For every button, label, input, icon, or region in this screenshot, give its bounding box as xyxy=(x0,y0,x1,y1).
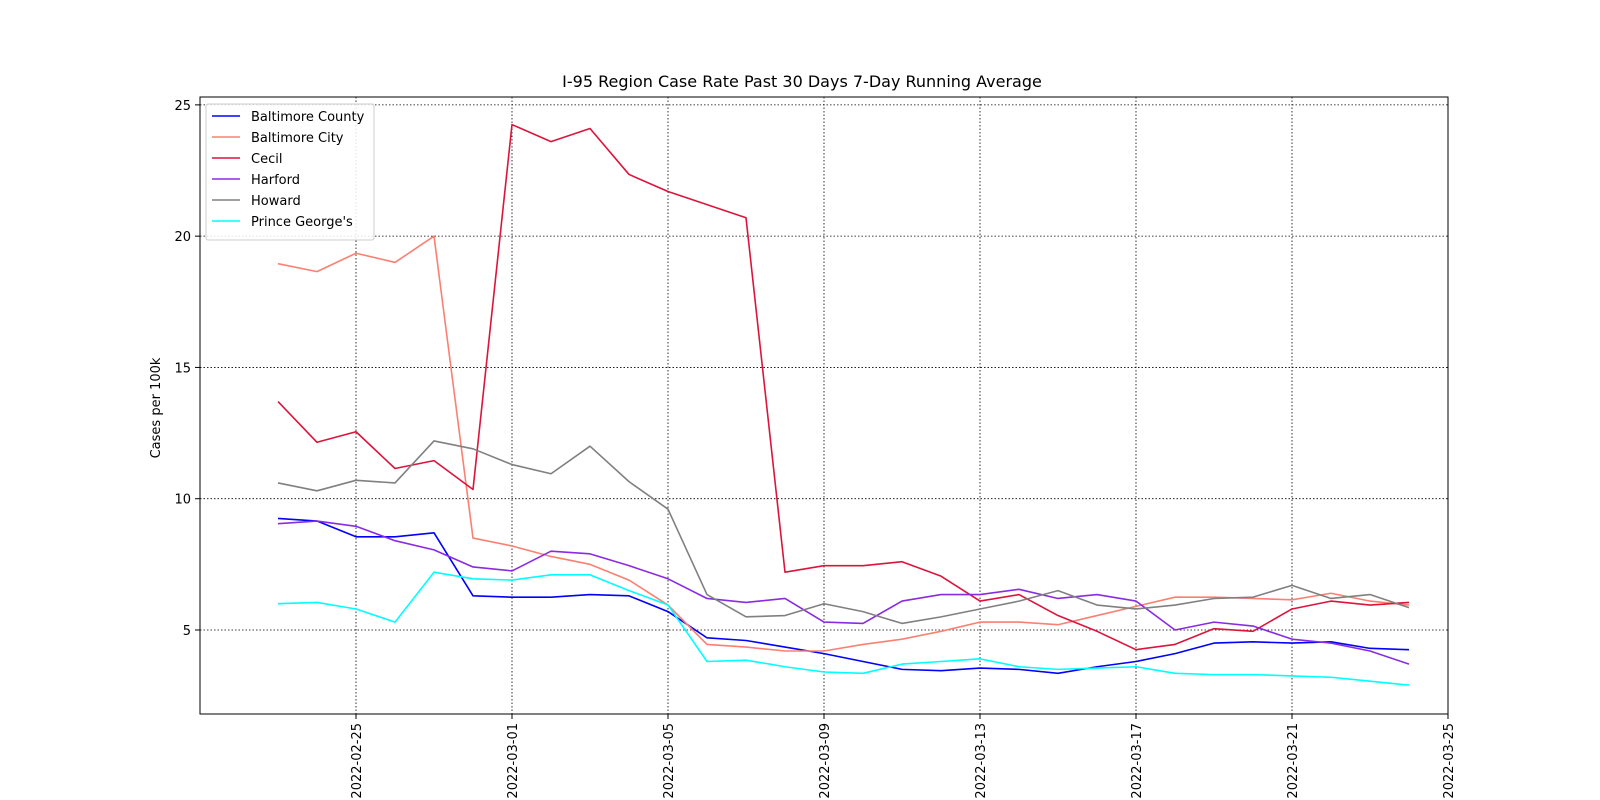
y-tick-label: 25 xyxy=(174,99,191,114)
chart-title: I-95 Region Case Rate Past 30 Days 7-Day… xyxy=(562,72,1042,91)
series-line-baltimore-city xyxy=(277,235,1410,652)
legend-label-baltimore-county: Baltimore County xyxy=(251,110,365,125)
x-tick-label: 2022-03-21 xyxy=(1286,723,1301,799)
x-tick-label: 2022-03-01 xyxy=(506,723,521,799)
y-tick-label: 5 xyxy=(183,624,191,639)
y-axis-label: Cases per 100k xyxy=(149,357,164,458)
series-line-harford xyxy=(277,520,1410,665)
legend-label-howard: Howard xyxy=(251,194,301,209)
legend-label-cecil: Cecil xyxy=(251,152,282,167)
legend: Baltimore County Baltimore City Cecil Harfo… xyxy=(205,103,375,241)
legend-label-prince-george-s: Prince George's xyxy=(251,215,353,230)
legend-label-baltimore-city: Baltimore City xyxy=(251,131,344,146)
legend-label-harford: Harford xyxy=(251,173,300,188)
x-tick-label: 2022-03-05 xyxy=(662,723,677,799)
legend-box xyxy=(205,103,375,241)
y-tick-label: 20 xyxy=(174,230,191,245)
x-tick-label: 2022-03-25 xyxy=(1442,723,1457,799)
x-tick-label: 2022-03-09 xyxy=(818,723,833,799)
axis-ticks: 2022-02-25 2022-03-01 2022-03-05 2022-03-09… xyxy=(174,99,1457,799)
series-lines xyxy=(277,123,1410,686)
x-tick-label: 2022-02-25 xyxy=(350,723,365,799)
x-tick-label: 2022-03-13 xyxy=(974,723,989,799)
y-tick-label: 15 xyxy=(174,361,191,376)
x-tick-label: 2022-03-17 xyxy=(1130,723,1145,799)
series-line-cecil xyxy=(277,123,1410,651)
series-line-baltimore-county xyxy=(277,517,1410,675)
y-tick-label: 10 xyxy=(174,493,191,508)
series-line-prince-george-s xyxy=(277,571,1410,686)
series-line-howard xyxy=(277,440,1410,625)
